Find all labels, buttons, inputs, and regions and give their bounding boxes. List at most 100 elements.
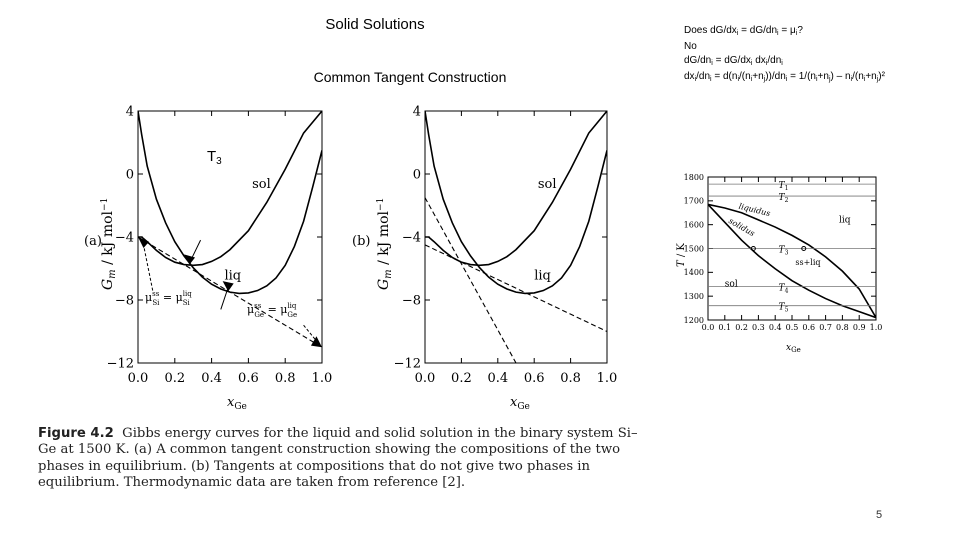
series-sol	[138, 111, 322, 267]
x-tick-label: 0.6	[524, 371, 545, 386]
panel-b-label: (b)	[352, 234, 370, 249]
t3-main: T	[207, 148, 217, 165]
arrow-head-liq	[222, 281, 234, 292]
x-tick-label: 0.4	[201, 371, 222, 386]
series-tangent-1	[425, 244, 607, 332]
curves-group	[708, 203, 876, 319]
plot-a-area: 0.0 0.2 0.4 0.6 0.8 1.0 4 0 −4 −8 −12 sol liq	[107, 105, 333, 386]
notes-line-4: dxi/dni = d(ni/(ni+nj))/dni = 1/(ni+nj) …	[684, 71, 885, 84]
y-tick-label: 0	[413, 168, 421, 183]
arrow-sol	[190, 239, 202, 260]
label-sol: sol	[252, 177, 271, 192]
x-tick-label: 0.6	[238, 371, 259, 386]
x-tick-label: 0.2	[164, 371, 185, 386]
x-tick-label: 0.1	[718, 323, 731, 332]
phase-xlabel: xGe	[786, 343, 801, 354]
x-tick-label: 0.7	[819, 323, 832, 332]
marker-solidus-t3	[750, 246, 756, 251]
x-tick-label: 1.0	[597, 371, 618, 386]
arrow-liq	[220, 287, 229, 310]
x-tick-label: 0.8	[560, 371, 581, 386]
panel-a-xlabel: xGe	[227, 395, 247, 412]
series-liq	[425, 111, 607, 295]
y-tick-label: 1800	[684, 173, 704, 182]
y-tick-label: 1300	[684, 292, 704, 301]
plot-frame	[137, 110, 323, 364]
y-tick-label: −8	[115, 294, 134, 309]
x-tick-label: 1.0	[312, 371, 333, 386]
series-solidus	[708, 203, 876, 319]
label-sol-region: sol	[725, 280, 738, 290]
series-sol	[425, 111, 607, 267]
phase-diagram: 0.0 0.1 0.2 0.3 0.4 0.5 0.6 0.7 0.8 0.9 1.0 1800 170…	[676, 173, 883, 354]
marker-liquidus-t3	[801, 246, 807, 251]
x-tick-label: 0.6	[802, 323, 815, 332]
y-tick-label: −12	[394, 357, 421, 372]
phase-ylabel: T / K	[676, 243, 687, 267]
isotherm-label-T1: T1	[779, 181, 789, 192]
x-tick-label: 0.2	[735, 323, 748, 332]
plot-frame	[424, 110, 608, 364]
gibbs-panel-a: 0.0 0.2 0.4 0.6 0.8 1.0 4 0 −4 −8 −12 sol liq (a) Gm…	[84, 105, 333, 412]
x-tick-label: 0.8	[836, 323, 849, 332]
x-tick-label: 0.0	[702, 323, 715, 332]
y-tick-label: 1400	[684, 268, 704, 277]
label-ss-liq: ss+liq	[795, 258, 820, 267]
y-tick-label: −12	[107, 357, 134, 372]
x-tick-label: 0.4	[769, 323, 782, 332]
plot-b-area: 0.0 0.2 0.4 0.6 0.8 1.0 4 0 −4 −8 −12 sol liq	[394, 105, 618, 386]
isotherm-label-T4: T4	[779, 284, 789, 295]
notes-line-3: dG/dni = dG/dxi dxi/dni	[684, 54, 783, 67]
isotherm-label-T5: T5	[779, 303, 789, 314]
label-liq: liq	[224, 269, 241, 284]
mu-ge-annotation: μss Ge = μliq Ge	[247, 302, 297, 319]
series-liq	[138, 111, 322, 295]
panel-a-label: (a)	[84, 234, 102, 249]
notes-line-2: No	[684, 41, 697, 53]
panel-b-xlabel: xGe	[510, 395, 530, 412]
y-tick-label: −8	[402, 294, 421, 309]
figure-caption: Figure 4.2 Gibbs energy curves for the l…	[38, 426, 650, 492]
slide-subtitle: Common Tangent Construction	[313, 69, 507, 85]
curves-group	[425, 111, 607, 363]
label-solidus: solidus	[727, 216, 756, 238]
arrow-mu-ge	[303, 324, 317, 342]
t3-label: T3	[207, 148, 222, 167]
label-liq: liq	[534, 269, 551, 284]
x-tick-label: 0.0	[415, 371, 436, 386]
x-tick-label: 1.0	[870, 323, 883, 332]
y-tick-label: 4	[413, 105, 421, 120]
series-liquidus	[708, 203, 876, 319]
t3-sub: 3	[216, 156, 222, 167]
x-tick-label: 0.5	[786, 323, 799, 332]
series-tangent-2	[425, 197, 517, 363]
caption-text: Gibbs energy curves for the liquid and s…	[38, 426, 638, 491]
y-tick-label: 1500	[684, 244, 704, 253]
page-number: 5	[876, 509, 883, 521]
panel-a-ylabel: Gm / kJ mol−1	[100, 198, 118, 290]
notes-line-1: Does dG/dxi = dG/dni = μi?	[684, 25, 803, 37]
panel-b-ylabel: Gm / kJ mol−1	[376, 198, 394, 290]
x-tick-label: 0.8	[275, 371, 296, 386]
mu-si-annotation: μss Si = μliq Si	[145, 290, 192, 307]
arrow-head-mu-ge	[310, 336, 322, 348]
y-tick-label: 4	[126, 105, 134, 120]
x-tick-label: 0.2	[451, 371, 472, 386]
arrow-mu-si	[143, 244, 154, 291]
y-tick-label: 1700	[684, 197, 704, 206]
x-tick-label: 0.4	[487, 371, 508, 386]
phase-plot-area: 0.0 0.1 0.2 0.3 0.4 0.5 0.6 0.7 0.8 0.9 1.0 1800 170…	[684, 173, 883, 332]
x-tick-label: 0.9	[853, 323, 866, 332]
gibbs-panel-b: 0.0 0.2 0.4 0.6 0.8 1.0 4 0 −4 −8 −12 sol liq (b) Gm…	[352, 105, 618, 412]
label-sol: sol	[538, 177, 557, 192]
y-tick-label: −4	[115, 231, 134, 246]
series-common-tangent	[138, 236, 322, 348]
isotherm-label-T3: T3	[779, 246, 789, 257]
derivative-notes: Does dG/dxi = dG/dni = μi? No dG/dni = d…	[684, 24, 885, 87]
x-tick-label: 0.0	[128, 371, 149, 386]
label-liq-region: liq	[839, 215, 851, 225]
y-tick-label: 0	[126, 168, 134, 183]
y-tick-label: 1600	[684, 220, 704, 229]
y-tick-label: 1200	[684, 316, 704, 325]
arrow-head-mu-si	[138, 237, 150, 249]
